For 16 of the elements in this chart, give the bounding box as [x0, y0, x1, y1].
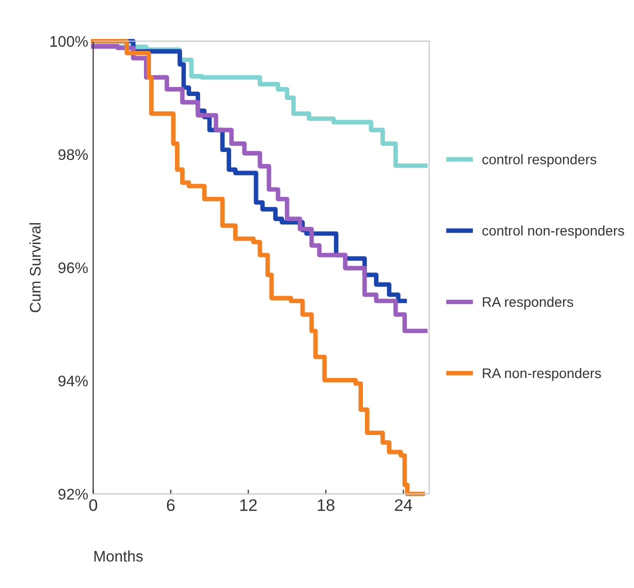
legend-label: control responders [482, 154, 596, 168]
x-tick-label: 12 [240, 499, 257, 511]
legend-label: control non-responders [482, 225, 624, 238]
legend-label: RA responders [482, 296, 574, 310]
x-tick-label: 18 [318, 499, 334, 512]
y-tick-label: 92% [58, 488, 88, 500]
y-axis-title: Cum Survival [29, 223, 41, 312]
x-tick-label: 0 [89, 499, 98, 512]
x-axis-title: Months [94, 550, 143, 562]
y-tick-label: 94% [58, 376, 88, 386]
y-tick-label: 96% [58, 262, 88, 274]
y-tick-label: 98% [58, 149, 88, 160]
x-tick-label: 6 [166, 499, 175, 512]
legend-label: RA non-responders [482, 368, 601, 381]
y-tick-label: 100% [50, 36, 88, 47]
x-tick-label: 24 [394, 499, 412, 511]
